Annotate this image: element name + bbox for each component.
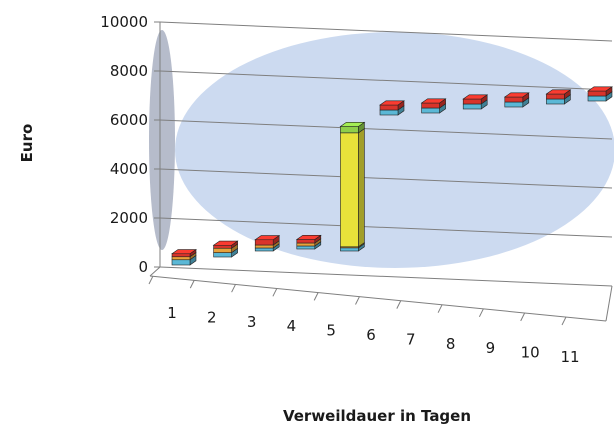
x-tick-mark <box>355 296 360 305</box>
bar-segment <box>171 259 191 266</box>
bar-segment <box>296 239 316 244</box>
bar-segment <box>546 98 565 105</box>
bar-segment <box>379 109 399 116</box>
bar-segment <box>379 104 399 111</box>
gridline <box>159 266 613 287</box>
bar-segment <box>213 252 232 258</box>
bar-segment <box>340 247 359 252</box>
bar-top-face <box>379 100 405 106</box>
bar-stack <box>379 100 405 116</box>
gridline <box>159 119 613 140</box>
bar-segment <box>296 245 316 250</box>
y-tick-label: 8000 <box>110 62 148 80</box>
bar-stack <box>295 234 322 250</box>
bar-segment <box>504 101 524 108</box>
bar-top-face <box>420 98 447 104</box>
x-tick-label: 4 <box>287 317 297 335</box>
bar-top-face <box>339 122 366 127</box>
x-tick-label: 7 <box>406 330 416 348</box>
bar-stack <box>420 98 447 114</box>
bar-top-face <box>462 94 489 100</box>
gridline <box>159 21 613 42</box>
x-tick-mark <box>231 283 237 293</box>
bar-stack <box>171 248 197 266</box>
bar-segment <box>587 95 607 102</box>
bar-top-face <box>587 86 613 92</box>
y-axis-title: Euro <box>18 124 36 163</box>
x-axis-line <box>149 275 607 322</box>
y-tick-label: 2000 <box>110 209 148 227</box>
x-tick-mark <box>189 279 195 289</box>
bar-segment <box>254 244 274 249</box>
x-tick-label: 11 <box>560 348 579 366</box>
x-tick-mark <box>520 312 526 322</box>
bar-stack <box>503 92 530 108</box>
bar-segment <box>504 96 524 103</box>
x-tick-mark <box>437 304 443 313</box>
x-tick-mark <box>561 316 567 326</box>
x-tick-mark <box>313 292 319 301</box>
bar-top-face <box>545 89 572 95</box>
bar-segment <box>340 132 359 248</box>
bar-stack <box>339 121 366 252</box>
side-wall-ellipse <box>149 30 175 250</box>
bar-segment <box>340 126 359 134</box>
x-tick-label: 9 <box>486 339 496 357</box>
x-tick-label: 2 <box>207 308 217 326</box>
bar-stack <box>212 240 239 258</box>
bar-stack <box>462 94 489 110</box>
x-tick-label: 5 <box>326 322 336 340</box>
bar-segment <box>421 107 440 114</box>
y-tick-label: 0 <box>138 258 148 276</box>
x-tick-label: 10 <box>521 344 540 362</box>
bar-segment <box>171 253 191 258</box>
bar-segment <box>254 247 274 252</box>
floor-right-edge <box>605 285 613 322</box>
bar-segment <box>213 244 232 249</box>
gridline <box>159 168 613 189</box>
x-tick-label: 1 <box>167 304 177 322</box>
bar-segment <box>254 239 274 246</box>
y-tick-label: 10000 <box>100 13 148 31</box>
gridline <box>159 70 613 91</box>
bar-segment <box>213 247 232 253</box>
bar-segment <box>296 242 316 247</box>
bar-segment <box>421 102 440 109</box>
bar-stack <box>545 89 572 105</box>
x-tick-mark <box>396 300 402 309</box>
bar-stack <box>254 234 281 252</box>
y-tick-label: 6000 <box>110 111 148 129</box>
x-tick-mark <box>148 275 154 285</box>
bar-segment <box>462 103 482 110</box>
bar-top-face <box>212 240 239 246</box>
bar-top-face <box>503 92 530 98</box>
bar-segment <box>462 98 482 105</box>
x-tick-label: 3 <box>247 313 257 331</box>
bar-stack <box>587 86 613 102</box>
y-tick-label: 4000 <box>110 160 148 178</box>
floor-left-edge <box>149 266 161 277</box>
x-tick-label: 6 <box>366 326 376 344</box>
x-axis-title: Verweildauer in Tagen <box>283 407 471 425</box>
x-tick-mark <box>478 308 484 318</box>
bar-segment <box>587 90 607 97</box>
x-tick-mark <box>272 288 278 297</box>
bar-segment <box>171 256 191 261</box>
bar-top-face <box>295 235 322 240</box>
bar-segment-side <box>358 128 365 248</box>
bar-segment <box>546 93 565 100</box>
x-tick-label: 8 <box>446 335 456 353</box>
plot-background-ellipse <box>175 32 614 268</box>
bar-top-face <box>254 235 281 241</box>
bar-top-face <box>171 249 197 255</box>
gridline <box>159 217 613 238</box>
